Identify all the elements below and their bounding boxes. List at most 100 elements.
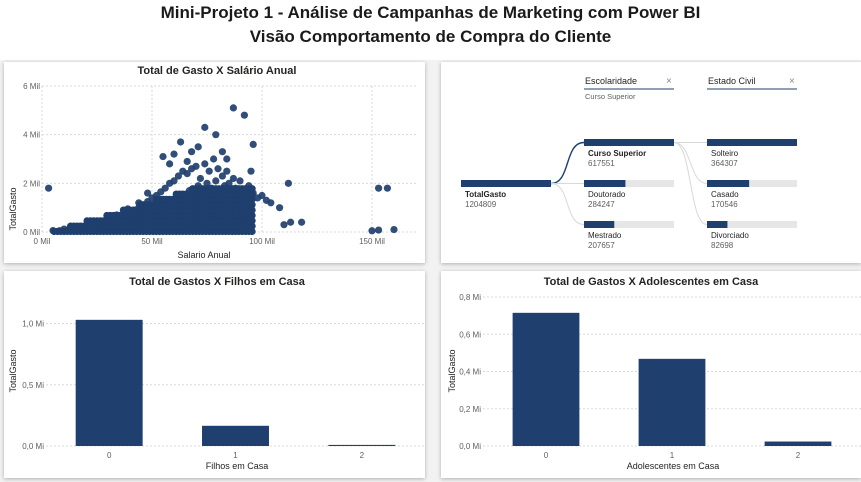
scatter-point[interactable]: [214, 165, 222, 173]
scatter-x-tick-label: 0 Mil: [34, 237, 51, 246]
scatter-point[interactable]: [258, 191, 266, 200]
scatter-point[interactable]: [201, 123, 209, 131]
decomp-root-name: TotalGasto: [465, 190, 506, 199]
scatter-point[interactable]: [212, 177, 220, 185]
scatter-point[interactable]: [249, 140, 257, 148]
scatter-point[interactable]: [229, 174, 237, 183]
scatter-y-tick-label: 4 Mil: [23, 131, 40, 140]
filhos-title: Total de Gastos X Filhos em Casa: [129, 276, 306, 288]
level1-filter: Curso Superior: [585, 92, 636, 101]
decomp-level2-name: Solteiro: [711, 149, 739, 158]
scatter-point[interactable]: [248, 195, 256, 203]
scatter-point[interactable]: [192, 162, 200, 170]
scatter-point[interactable]: [144, 189, 152, 197]
decomp-link: [673, 142, 708, 184]
decomposition-tree-visual[interactable]: Escolaridade × Curso Superior Estado Civ…: [441, 62, 861, 263]
adolescentes-bar[interactable]: [764, 441, 832, 446]
scatter-point[interactable]: [248, 201, 256, 209]
scatter-point[interactable]: [236, 177, 244, 185]
scatter-point[interactable]: [375, 226, 383, 234]
scatter-point[interactable]: [177, 138, 185, 146]
scatter-point[interactable]: [225, 179, 233, 187]
decomp-level1-bar[interactable]: [584, 180, 626, 187]
scatter-point[interactable]: [45, 184, 53, 192]
scatter-point[interactable]: [375, 184, 383, 192]
decomp-level2-bar[interactable]: [707, 221, 728, 228]
scatter-point[interactable]: [298, 218, 306, 226]
scatter-point[interactable]: [196, 174, 204, 183]
scatter-x-tick-label: 150 Mil: [359, 237, 385, 246]
filhos-bar[interactable]: [328, 444, 396, 446]
decomp-level1-value: 617551: [588, 159, 615, 168]
scatter-point[interactable]: [218, 172, 226, 180]
scatter-point[interactable]: [248, 190, 256, 198]
filhos-bar[interactable]: [75, 319, 143, 446]
scatter-y-tick-label: 6 Mil: [23, 82, 40, 91]
scatter-point[interactable]: [183, 157, 191, 166]
scatter-point[interactable]: [194, 143, 202, 151]
scatter-point[interactable]: [248, 222, 256, 230]
filhos-y-tick-label: 1,0 Mi: [22, 320, 44, 329]
filhos-svg: Total de Gastos X Filhos em Casa 0,0 Mi 0…: [8, 276, 425, 471]
scatter-point[interactable]: [161, 184, 169, 192]
scatter-point[interactable]: [201, 160, 209, 168]
decomp-level2-track: [707, 221, 797, 228]
decomp-level1-name: Curso Superior: [588, 149, 646, 158]
scatter-point[interactable]: [218, 148, 226, 156]
scatter-point[interactable]: [247, 167, 255, 175]
level1-remove-icon[interactable]: ×: [666, 76, 672, 87]
scatter-point[interactable]: [170, 177, 178, 185]
scatter-point[interactable]: [174, 172, 182, 180]
decomp-level2-track: [707, 180, 797, 187]
scatter-point[interactable]: [383, 184, 391, 192]
scatter-point[interactable]: [276, 204, 284, 212]
scatter-point[interactable]: [170, 150, 178, 158]
adolescentes-bar[interactable]: [512, 312, 580, 446]
scatter-visual[interactable]: Total de Gasto X Salário Anual 0 Mil 2 Mi…: [4, 62, 425, 263]
scatter-point[interactable]: [159, 152, 167, 161]
scatter-x-tick-label: 100 Mil: [249, 237, 275, 246]
scatter-x-tick-label: 50 Mil: [141, 237, 163, 246]
scatter-point[interactable]: [280, 221, 288, 229]
scatter-point[interactable]: [248, 217, 256, 225]
decomp-level1-bar[interactable]: [584, 221, 615, 228]
filhos-bar-visual[interactable]: Total de Gastos X Filhos em Casa 0,0 Mi 0…: [4, 271, 425, 478]
scatter-point[interactable]: [212, 131, 220, 139]
adolescentes-y-tick-label: 0,0 Mi: [459, 442, 481, 451]
level2-remove-icon[interactable]: ×: [789, 76, 795, 87]
decomp-root-bar[interactable]: [461, 180, 551, 187]
scatter-point[interactable]: [223, 167, 231, 175]
decomp-level1-bar[interactable]: [584, 139, 674, 146]
decomp-svg: Escolaridade × Curso Superior Estado Civ…: [461, 76, 797, 250]
scatter-point[interactable]: [287, 218, 295, 226]
scatter-point[interactable]: [248, 206, 256, 214]
scatter-point[interactable]: [210, 155, 218, 163]
decomp-level2-bar[interactable]: [707, 180, 750, 187]
scatter-point[interactable]: [248, 227, 256, 236]
scatter-point[interactable]: [248, 185, 256, 193]
scatter-point[interactable]: [248, 211, 256, 220]
scatter-point[interactable]: [229, 104, 237, 112]
scatter-point[interactable]: [183, 170, 191, 178]
decomp-link: [673, 142, 708, 225]
decomp-level2-bar[interactable]: [707, 139, 797, 146]
adolescentes-bar[interactable]: [638, 358, 706, 446]
scatter-point[interactable]: [223, 155, 231, 163]
scatter-point[interactable]: [166, 160, 174, 168]
adolescentes-title: Total de Gastos X Adolescentes em Casa: [544, 276, 759, 288]
decomp-level2-name: Casado: [711, 190, 739, 199]
scatter-point[interactable]: [188, 148, 196, 156]
filhos-bar[interactable]: [202, 425, 269, 446]
adolescentes-y-axis-label: TotalGasto: [447, 349, 457, 392]
scatter-y-axis-label: TotalGasto: [8, 187, 18, 230]
scatter-y-tick-label: 2 Mil: [23, 179, 40, 188]
scatter-point[interactable]: [205, 167, 213, 175]
scatter-point[interactable]: [267, 199, 275, 207]
scatter-x-axis-label: Salario Anual: [177, 250, 230, 260]
scatter-point[interactable]: [240, 111, 248, 119]
scatter-point[interactable]: [284, 179, 292, 187]
scatter-point[interactable]: [368, 227, 376, 235]
scatter-point[interactable]: [390, 225, 398, 234]
adolescentes-x-tick-label: 0: [544, 451, 549, 460]
adolescentes-bar-visual[interactable]: Total de Gastos X Adolescentes em Casa 0…: [441, 271, 861, 478]
